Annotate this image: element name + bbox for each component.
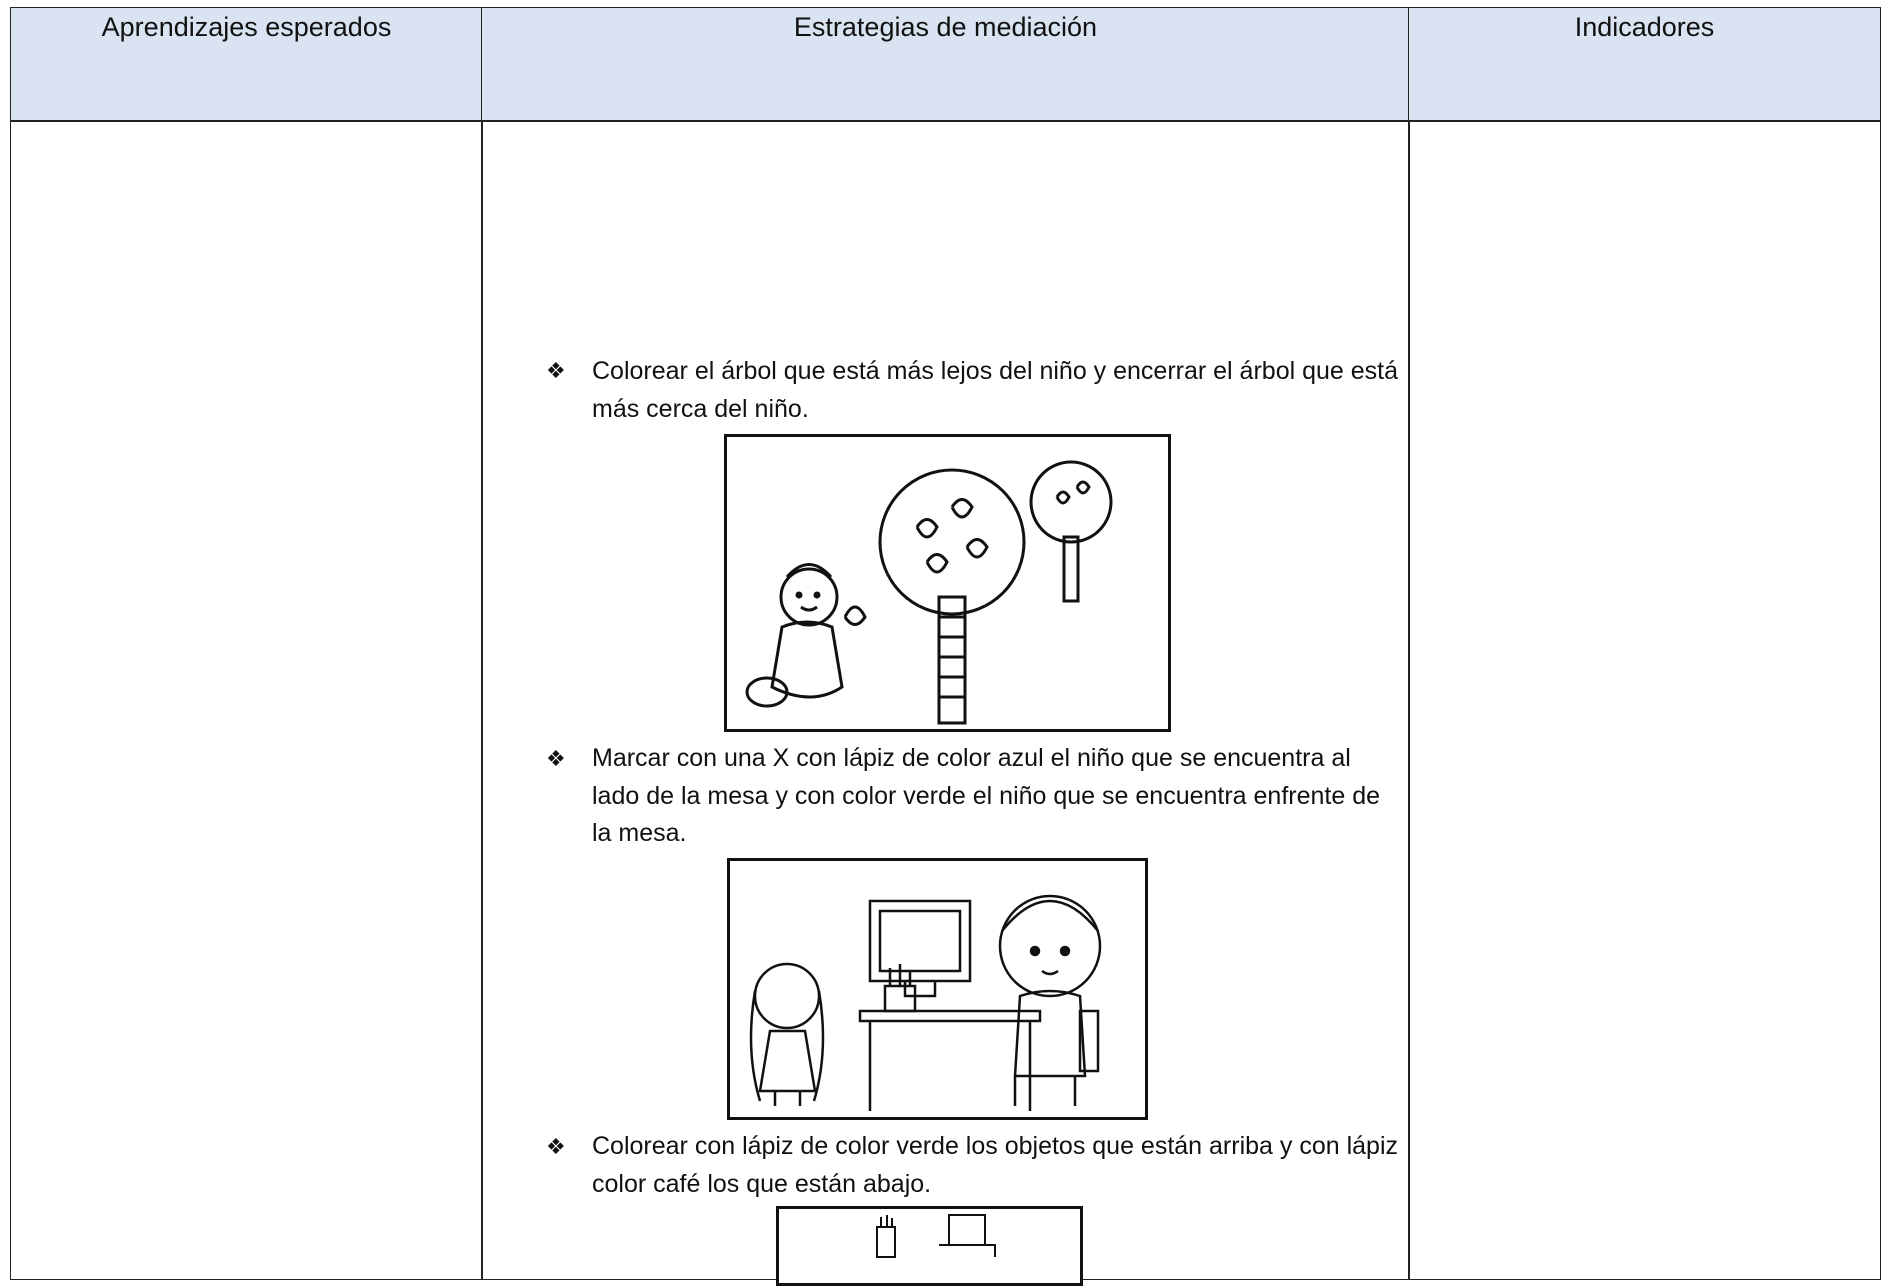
illustration-drawing: [876, 1214, 996, 1258]
page: Aprendizajes esperados Estrategias de me…: [10, 7, 1881, 1286]
illustration-drawing: [745, 460, 1113, 725]
body-cell: [10, 120, 483, 1280]
header-cell: [10, 7, 483, 122]
bullet: ❖: [546, 746, 566, 771]
activity-text: Colorear el árbol que está más lejos del…: [592, 357, 1399, 423]
activity-text: Marcar con una X con lápiz de color azul…: [592, 744, 1381, 847]
illustration: [727, 858, 1148, 1120]
bullet: ❖: [546, 1134, 566, 1159]
illustration: [724, 434, 1171, 732]
body-cell: [1408, 120, 1881, 1280]
header-text: Indicadores: [1574, 12, 1715, 42]
activity-text: Colorear con lápiz de color verde los ob…: [592, 1132, 1399, 1198]
bullet: ❖: [546, 358, 566, 383]
header-text: Estrategias de mediación: [793, 12, 1098, 42]
header-cell: [481, 7, 1410, 122]
header-text: Aprendizajes esperados: [101, 12, 392, 42]
illustration-drawing: [749, 894, 1102, 1111]
illustration: [776, 1206, 1083, 1286]
header-cell: [1408, 7, 1881, 122]
